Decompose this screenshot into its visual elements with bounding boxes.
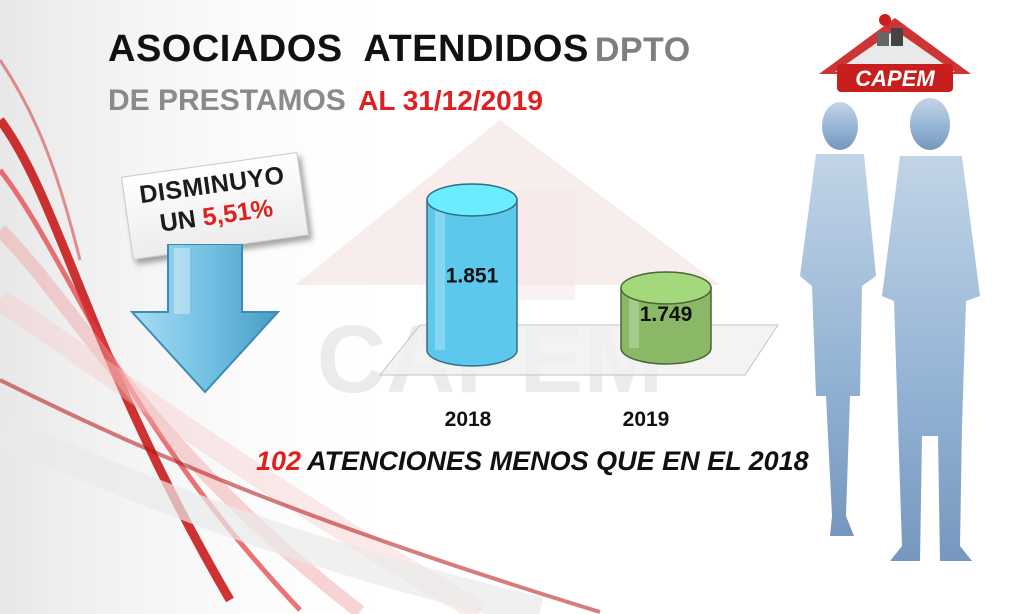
x-tick-label: 2019	[623, 408, 670, 431]
bar-highlight	[435, 200, 445, 350]
page-title-line-1: ASOCIADOS ATENDIDOS DPTO	[108, 28, 691, 71]
summary-text: 102 ATENCIONES MENOS QUE EN EL 2018	[256, 446, 809, 477]
bar-top	[620, 271, 712, 305]
bar-highlight	[629, 288, 639, 348]
title-main: ASOCIADOS ATENDIDOS	[108, 28, 589, 70]
data-label: 1.749	[640, 303, 693, 326]
bar-body	[620, 287, 712, 365]
bar-chart: 1.851 1.749 2018 2019	[378, 183, 779, 431]
business-people-silhouette	[800, 98, 980, 561]
page-title-line-2: DE PRESTAMOS AL 31/12/2019	[108, 84, 543, 118]
down-arrow-icon	[130, 244, 280, 394]
title-department: DE PRESTAMOS	[108, 84, 346, 117]
data-label: 1.851	[446, 265, 499, 288]
bars-layer: 1.851 1.749	[426, 183, 712, 367]
x-tick-label: 2018	[445, 408, 492, 431]
title-dpto: DPTO	[594, 31, 691, 69]
x-axis-ticks: 2018 2019	[445, 408, 670, 431]
capem-logo: CAPEM	[819, 14, 971, 92]
bar-2018: 1.851	[426, 183, 518, 367]
summary-number: 102	[256, 446, 302, 476]
logo-text: CAPEM	[855, 66, 935, 91]
bar-top	[426, 183, 518, 217]
bar-2019: 1.749	[620, 271, 712, 365]
badge-prefix: UN	[158, 204, 198, 238]
summary-label: ATENCIONES MENOS QUE EN EL 2018	[307, 446, 809, 476]
bar-body	[426, 199, 518, 367]
title-date: AL 31/12/2019	[358, 85, 543, 116]
